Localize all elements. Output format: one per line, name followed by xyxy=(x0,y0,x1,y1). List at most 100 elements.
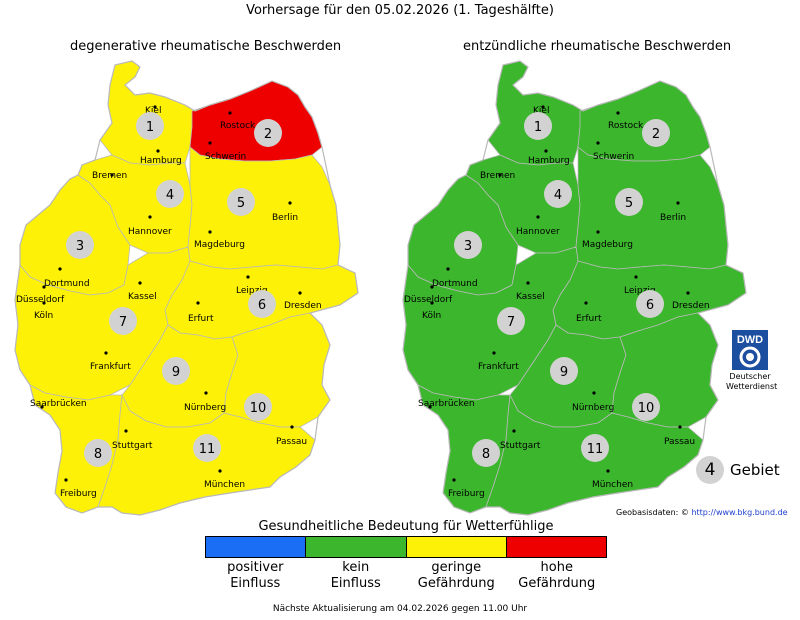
city-dot xyxy=(153,105,157,109)
region-number: 4 xyxy=(166,188,174,203)
region-circle xyxy=(248,290,276,318)
legend-label-line: geringe xyxy=(431,560,482,575)
region-number: 10 xyxy=(638,401,655,416)
region-7-marker: 7 xyxy=(497,307,525,335)
region-circle xyxy=(544,180,572,208)
region-circle xyxy=(636,290,664,318)
region-number: 4 xyxy=(554,188,562,203)
map-title-entzuendlich: entzündliche rheumatische Beschwerden xyxy=(463,39,732,54)
region-number: 9 xyxy=(560,365,568,380)
region-circle xyxy=(193,434,221,462)
region-number: 11 xyxy=(199,442,216,457)
city-dot xyxy=(606,469,610,473)
city-label: Düsseldorf xyxy=(16,295,65,305)
city-label: Berlin xyxy=(272,213,298,223)
region-circle xyxy=(244,393,272,421)
city-label: Schwerin xyxy=(593,152,634,162)
city-dot xyxy=(676,201,680,205)
city-dot xyxy=(156,149,160,153)
city-dot xyxy=(104,351,108,355)
region-11-marker: 11 xyxy=(581,434,609,462)
city-label: Nürnberg xyxy=(572,403,614,413)
region-4-marker: 4 xyxy=(156,180,184,208)
city-label: Köln xyxy=(422,311,441,321)
city-dot xyxy=(138,281,142,285)
city-dot xyxy=(40,405,44,409)
city-dot xyxy=(64,478,68,482)
city-dot xyxy=(616,111,620,115)
map-title-degenerative: degenerative rheumatische Beschwerden xyxy=(70,39,342,54)
city-dot xyxy=(596,230,600,234)
city-label: Stuttgart xyxy=(112,441,153,451)
city-label: Erfurt xyxy=(576,314,602,324)
gebiet-circle: 4 xyxy=(696,456,724,484)
region-9-marker: 9 xyxy=(550,357,578,385)
region-3-marker: 3 xyxy=(454,231,482,259)
map-degenerative: Kiel Rostock Hamburg Schwerin Bremen Hannover… xyxy=(14,60,359,516)
legend-label-line: Gefährdung xyxy=(518,576,596,591)
city-dot xyxy=(298,291,302,295)
region-circle xyxy=(615,188,643,216)
city-dot xyxy=(498,173,502,177)
city-label: Rostock xyxy=(608,121,644,131)
city-dot xyxy=(634,275,638,279)
city-dot xyxy=(596,141,600,145)
region-circle xyxy=(550,357,578,385)
city-label: Köln xyxy=(34,311,53,321)
city-dot xyxy=(58,267,62,271)
city-dot xyxy=(428,405,432,409)
city-label: Saarbrücken xyxy=(418,399,475,409)
city-dot xyxy=(204,391,208,395)
city-label: Dresden xyxy=(284,301,322,311)
region-number: 5 xyxy=(625,196,633,211)
city-label: Saarbrücken xyxy=(30,399,87,409)
region-number: 8 xyxy=(482,447,490,462)
region-number: 1 xyxy=(146,120,154,135)
city-label: Kassel xyxy=(128,292,157,302)
city-dot xyxy=(584,301,588,305)
region-circle xyxy=(581,434,609,462)
city-label: Düsseldorf xyxy=(404,295,453,305)
region-number: 6 xyxy=(258,298,266,313)
city-label: Hannover xyxy=(128,227,172,237)
city-dot xyxy=(592,391,596,395)
region-4-marker: 4 xyxy=(544,180,572,208)
city-label: Leipzig xyxy=(624,286,656,296)
region-number: 5 xyxy=(237,196,245,211)
legend-swatch-geringe-gefaehrdung xyxy=(406,537,507,557)
city-label: Rostock xyxy=(220,121,256,131)
legend-label-line: positiver xyxy=(227,560,284,575)
city-dot xyxy=(208,141,212,145)
region-circle xyxy=(66,231,94,259)
city-label: Schwerin xyxy=(205,152,246,162)
city-dot xyxy=(526,281,530,285)
city-label: Bremen xyxy=(480,171,515,181)
city-label: Frankfurt xyxy=(90,362,131,372)
legend-label-line: Gefährdung xyxy=(417,576,495,591)
city-dot xyxy=(544,149,548,153)
map-entzuendlich: Kiel Rostock Hamburg Schwerin Bremen Hannover… xyxy=(402,60,747,516)
region-5-marker: 5 xyxy=(615,188,643,216)
legend-label-line: kein xyxy=(342,560,370,575)
city-dot xyxy=(228,111,232,115)
region-circle xyxy=(254,119,282,147)
city-label: Passau xyxy=(276,437,307,447)
city-label: Hamburg xyxy=(140,156,182,166)
region-circle xyxy=(109,307,137,335)
region-2-area xyxy=(577,80,711,162)
city-label: Freiburg xyxy=(60,489,97,499)
legend-label-positiver-einfluss: positiver Einfluss xyxy=(205,560,306,592)
geobasis-link[interactable]: http://www.bkg.bund.de xyxy=(691,508,788,517)
region-number: 1 xyxy=(534,120,542,135)
gebiet-label: Gebiet xyxy=(730,461,780,479)
region-number: 9 xyxy=(172,365,180,380)
city-dot xyxy=(148,215,152,219)
region-1-marker: 1 xyxy=(524,112,552,140)
city-label: Bremen xyxy=(92,171,127,181)
region-2-area xyxy=(189,80,323,162)
city-dot xyxy=(446,267,450,271)
legend-label-hohe-gefaehrdung: hohe Gefährdung xyxy=(507,560,608,592)
city-dot xyxy=(290,425,294,429)
legend-label-line: Einfluss xyxy=(330,576,381,591)
region-9-marker: 9 xyxy=(162,357,190,385)
